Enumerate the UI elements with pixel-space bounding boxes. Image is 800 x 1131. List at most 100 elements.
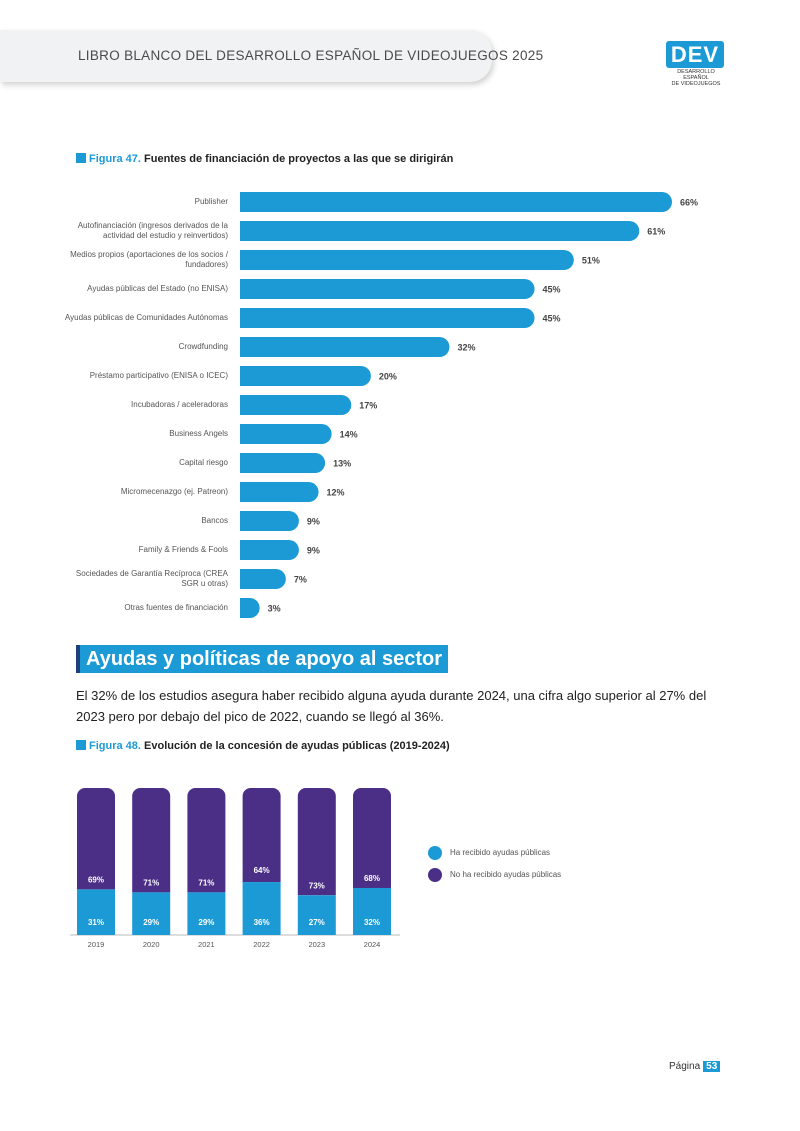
- value-label-not-received: 73%: [309, 881, 325, 890]
- legend-not-received-label: No ha recibido ayudas públicas: [450, 870, 562, 880]
- bar-value-label: 45%: [543, 314, 561, 324]
- figure-47-caption: Fuentes de financiación de proyectos a l…: [144, 153, 454, 165]
- legend-received: Ha recibido ayudas públicas: [428, 846, 550, 860]
- bar-value-label: 17%: [359, 401, 377, 411]
- section-heading: Ayudas y políticas de apoyo al sector: [76, 645, 449, 673]
- bar-value-label: 32%: [457, 343, 475, 353]
- value-label-received: 32%: [364, 918, 380, 927]
- value-label-not-received: 71%: [198, 878, 214, 887]
- bar-category-label: Sociedades de Garantía Recíproca (CREA S…: [75, 569, 228, 588]
- figure-48-title: Figura 48. Evolución de la concesión de …: [76, 740, 450, 752]
- logo-mark: DEV: [666, 41, 724, 68]
- bar-value-label: 9%: [307, 546, 320, 556]
- bar-not-received-2019: [77, 788, 115, 890]
- body-paragraph: El 32% de los estudios asegura haber rec…: [76, 688, 707, 724]
- bar-category-label: Publisher: [194, 197, 228, 206]
- bar-12: [240, 540, 299, 560]
- bar-category-label: Medios propios (aportaciones de los soci…: [70, 250, 228, 269]
- bar-value-label: 7%: [294, 575, 307, 585]
- value-label-received: 29%: [198, 918, 214, 927]
- bar-value-label: 12%: [327, 488, 345, 498]
- bar-category-label: Autofinanciación (ingresos derivados de …: [77, 221, 228, 240]
- bar-received-2019: [77, 889, 115, 935]
- header-tab: [0, 30, 492, 82]
- x-tick-label: 2020: [143, 940, 160, 949]
- value-label-not-received: 69%: [88, 875, 104, 884]
- bar-value-label: 51%: [582, 256, 600, 266]
- bar-4: [240, 308, 535, 328]
- bar-value-label: 61%: [647, 227, 665, 237]
- bar-3: [240, 279, 535, 299]
- bar-value-label: 14%: [340, 430, 358, 440]
- bar-category-label: Micromecenazgo (ej. Patreon): [120, 487, 228, 496]
- x-tick-label: 2023: [308, 940, 325, 949]
- x-tick-label: 2024: [364, 940, 381, 949]
- value-label-not-received: 64%: [254, 866, 270, 875]
- bar-8: [240, 424, 332, 444]
- legend-received-label: Ha recibido ayudas públicas: [450, 848, 551, 858]
- bar-category-label: Ayudas públicas de Comunidades Autónomas: [64, 313, 228, 322]
- bar-value-label: 9%: [307, 517, 320, 527]
- value-label-not-received: 68%: [364, 874, 380, 883]
- header-title: LIBRO BLANCO DEL DESARROLLO ESPAÑOL DE V…: [78, 48, 544, 63]
- x-tick-label: 2021: [198, 940, 215, 949]
- bar-not-received-2024: [353, 788, 391, 888]
- value-label-received: 27%: [309, 918, 325, 927]
- x-tick-label: 2019: [88, 940, 105, 949]
- bar-received-2021: [187, 892, 226, 935]
- x-tick-label: 2022: [253, 940, 270, 949]
- bar-1: [240, 221, 640, 241]
- value-label-not-received: 71%: [143, 878, 159, 887]
- bar-not-received-2023: [297, 788, 336, 896]
- legend-not-received: No ha recibido ayudas públicas: [428, 868, 561, 882]
- bar-received-2022: [242, 882, 281, 935]
- legend-dot-purple-icon: [428, 868, 442, 882]
- page-footer: Página 53: [669, 1061, 721, 1072]
- bar-category-label: Préstamo participativo (ENISA o ICEC): [89, 371, 228, 380]
- figure-square-icon: [76, 740, 86, 750]
- bar-0: [240, 192, 672, 212]
- bar-value-label: 13%: [333, 459, 351, 469]
- page-number: 53: [703, 1061, 721, 1072]
- bar-category-label: Bancos: [201, 516, 228, 525]
- chart-47-horizontal-bars: 66% 61% 51% 45% 45% 32% 20% 17% 14% 13% 12% 9% 9% 7% 3…: [240, 192, 698, 618]
- bar-received-2023: [297, 895, 336, 935]
- bar-14: [240, 598, 260, 618]
- bar-not-received-2021: [187, 788, 226, 893]
- bar-9: [240, 453, 326, 473]
- bar-5: [240, 337, 450, 357]
- bar-not-received-2020: [132, 788, 171, 893]
- bar-value-label: 3%: [268, 604, 281, 614]
- logo-line-2: DE VIDEOJUEGOS: [671, 81, 721, 87]
- figure-48-number: Figura 48.: [89, 740, 141, 752]
- bar-received-2020: [132, 892, 171, 935]
- bar-not-received-2022: [242, 788, 281, 883]
- figure-square-icon: [76, 153, 86, 163]
- legend-dot-blue-icon: [428, 846, 442, 860]
- bar-7: [240, 395, 352, 415]
- logo-subtitle: DESARROLLO ESPAÑOL DE VIDEOJUEGOS: [666, 69, 726, 87]
- bar-category-label: Crowdfunding: [178, 342, 228, 351]
- figure-47-title: Figura 47. Fuentes de financiación de pr…: [76, 153, 453, 165]
- bar-category-label: Family & Friends & Fools: [138, 545, 228, 554]
- bar-category-label: Business Angels: [169, 429, 228, 438]
- figure-47-number: Figura 47.: [89, 153, 141, 165]
- dev-logo: DEV DESARROLLO ESPAÑOL DE VIDEOJUEGOS: [666, 41, 724, 87]
- value-label-received: 31%: [88, 918, 104, 927]
- footer-label: Página: [669, 1061, 701, 1072]
- bar-6: [240, 366, 371, 387]
- bar-10: [240, 482, 319, 502]
- bar-category-label: Ayudas públicas del Estado (no ENISA): [87, 284, 228, 293]
- value-label-received: 29%: [143, 918, 159, 927]
- bar-11: [240, 511, 299, 531]
- bar-category-label: Otras fuentes de financiación: [124, 603, 228, 612]
- figure-48-caption: Evolución de la concesión de ayudas públ…: [144, 740, 450, 752]
- bar-value-label: 45%: [543, 285, 561, 295]
- logo-line-1: DESARROLLO ESPAÑOL: [677, 69, 715, 81]
- bar-value-label: 66%: [680, 198, 698, 208]
- bar-category-label: Capital riesgo: [179, 458, 228, 467]
- bar-2: [240, 250, 574, 270]
- bar-value-label: 20%: [379, 372, 397, 382]
- bar-category-label: Incubadoras / aceleradoras: [131, 400, 228, 409]
- bar-received-2024: [353, 887, 391, 935]
